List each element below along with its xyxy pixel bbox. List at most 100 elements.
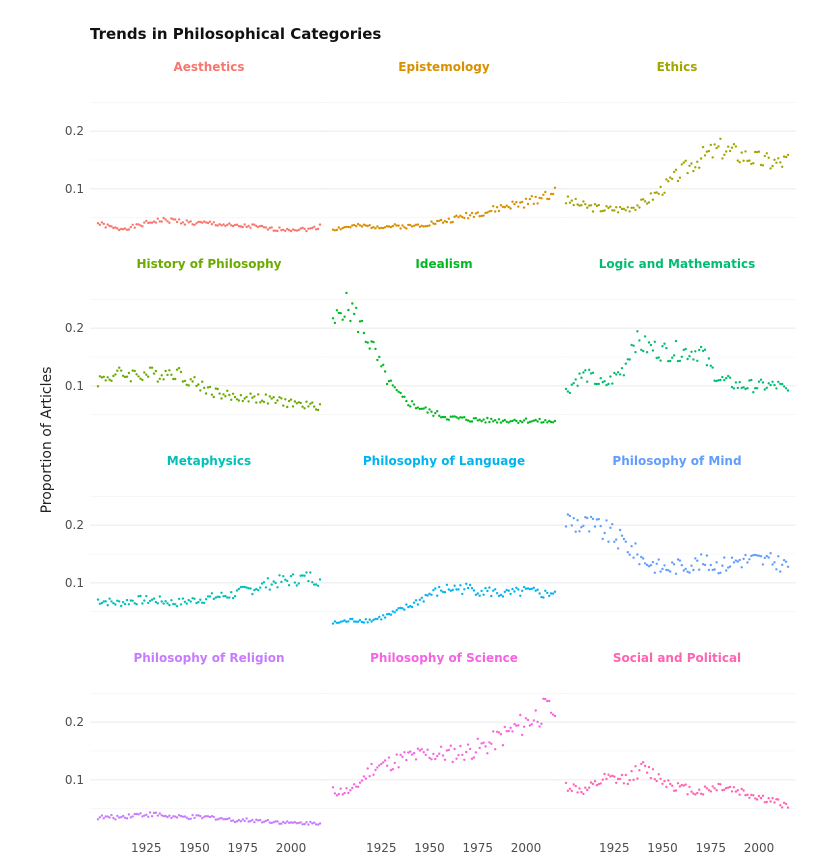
data-point bbox=[399, 606, 402, 610]
data-point bbox=[645, 351, 649, 354]
data-point bbox=[505, 420, 508, 423]
data-point bbox=[611, 774, 614, 777]
data-point bbox=[337, 226, 340, 229]
data-point bbox=[351, 302, 354, 305]
data-point bbox=[376, 617, 379, 621]
data-point bbox=[206, 595, 210, 598]
data-point bbox=[309, 820, 312, 824]
data-point bbox=[584, 369, 587, 372]
data-point bbox=[696, 791, 699, 795]
data-point bbox=[297, 582, 300, 585]
data-point bbox=[497, 731, 501, 734]
data-point bbox=[237, 399, 241, 402]
data-point bbox=[220, 591, 223, 594]
data-point bbox=[191, 223, 194, 226]
data-point bbox=[773, 158, 776, 161]
data-point bbox=[769, 800, 772, 803]
data-point bbox=[420, 748, 423, 751]
data-point bbox=[270, 821, 273, 825]
data-point bbox=[536, 588, 539, 591]
data-point bbox=[728, 565, 732, 568]
data-point bbox=[185, 816, 188, 819]
data-point bbox=[723, 378, 726, 382]
data-point bbox=[333, 792, 337, 795]
data-point bbox=[588, 368, 591, 371]
data-point bbox=[690, 790, 693, 793]
data-point bbox=[711, 785, 714, 788]
panel-history-of-philosophy: History of Philosophy 0.1 0.2 bbox=[65, 257, 328, 415]
data-point bbox=[247, 587, 250, 590]
data-point bbox=[347, 791, 350, 795]
data-point bbox=[775, 568, 778, 571]
data-point bbox=[191, 380, 194, 383]
data-point bbox=[247, 820, 250, 823]
data-point bbox=[224, 224, 227, 228]
data-point bbox=[618, 777, 622, 781]
data-point bbox=[231, 392, 235, 395]
data-point bbox=[224, 594, 227, 598]
data-point bbox=[243, 585, 246, 589]
data-point bbox=[426, 224, 429, 228]
data-point bbox=[786, 389, 790, 392]
data-point bbox=[303, 407, 306, 410]
data-point bbox=[347, 308, 350, 312]
data-point bbox=[536, 420, 539, 423]
data-point bbox=[412, 403, 416, 406]
data-point bbox=[148, 221, 152, 224]
data-point bbox=[707, 357, 711, 360]
data-point bbox=[647, 765, 651, 769]
data-point bbox=[405, 603, 408, 606]
data-point bbox=[358, 619, 362, 622]
data-point bbox=[488, 210, 491, 213]
data-point bbox=[744, 387, 747, 391]
data-point bbox=[301, 405, 304, 408]
data-point bbox=[534, 709, 537, 712]
data-point bbox=[771, 164, 774, 168]
data-point bbox=[266, 577, 270, 580]
data-point bbox=[382, 614, 385, 617]
data-point bbox=[199, 220, 202, 224]
data-point bbox=[611, 523, 614, 526]
data-point bbox=[339, 228, 342, 231]
data-point bbox=[616, 371, 620, 374]
data-point bbox=[546, 197, 549, 201]
data-point bbox=[116, 227, 119, 230]
data-point bbox=[684, 347, 687, 351]
data-point bbox=[241, 585, 244, 589]
data-point bbox=[628, 210, 631, 213]
data-point bbox=[249, 226, 252, 229]
data-point bbox=[139, 812, 142, 815]
data-point bbox=[578, 787, 581, 790]
data-point bbox=[347, 620, 350, 623]
data-point bbox=[536, 720, 539, 724]
data-point bbox=[588, 204, 591, 207]
data-point bbox=[589, 515, 593, 519]
data-point bbox=[451, 220, 454, 224]
data-point bbox=[397, 766, 400, 769]
data-point bbox=[231, 819, 235, 822]
data-point bbox=[391, 610, 394, 613]
data-point bbox=[208, 220, 212, 223]
data-point bbox=[584, 516, 587, 519]
data-point bbox=[131, 369, 134, 372]
data-point bbox=[732, 387, 736, 390]
data-point bbox=[688, 355, 691, 358]
x-tick-label: 2000 bbox=[276, 841, 307, 855]
data-point bbox=[566, 195, 570, 198]
data-point bbox=[305, 571, 308, 574]
data-point bbox=[393, 611, 396, 614]
data-point bbox=[613, 371, 616, 375]
data-point bbox=[551, 421, 555, 424]
data-point bbox=[546, 699, 549, 703]
data-point bbox=[699, 553, 703, 556]
data-point bbox=[781, 806, 784, 809]
data-point bbox=[160, 814, 163, 817]
data-point bbox=[445, 220, 449, 224]
data-point bbox=[143, 221, 146, 224]
data-point bbox=[407, 223, 410, 227]
data-point bbox=[307, 227, 310, 230]
data-point bbox=[139, 377, 142, 380]
data-point bbox=[725, 786, 728, 790]
data-point bbox=[405, 227, 408, 230]
data-point bbox=[690, 162, 693, 165]
